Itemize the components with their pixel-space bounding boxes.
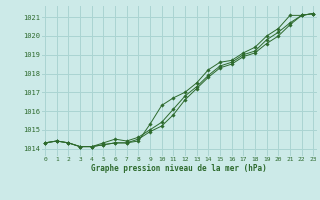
X-axis label: Graphe pression niveau de la mer (hPa): Graphe pression niveau de la mer (hPa) bbox=[91, 164, 267, 173]
